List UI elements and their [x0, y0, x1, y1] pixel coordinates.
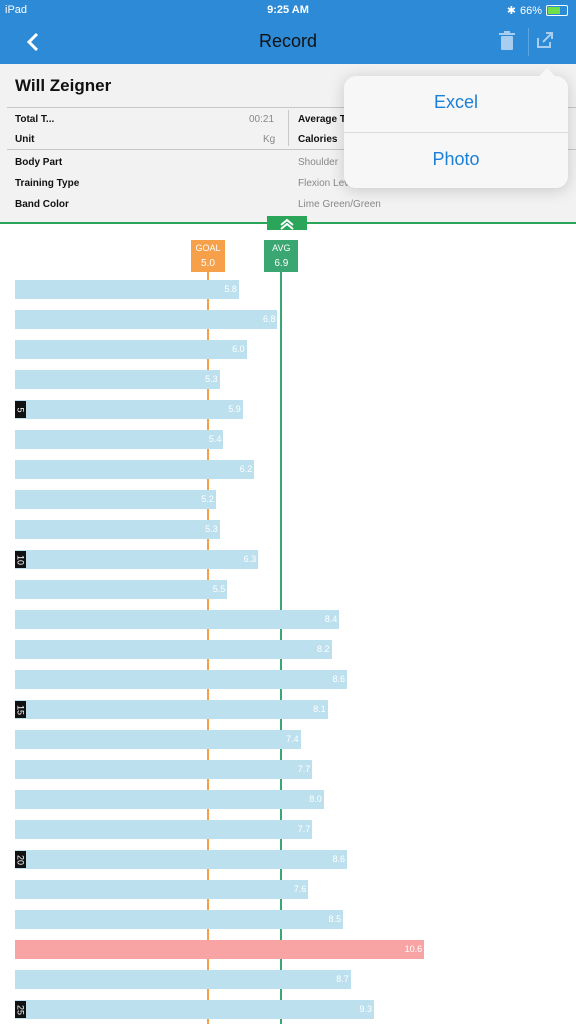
share-icon[interactable]	[535, 30, 555, 50]
bar-value-label: 7.7	[297, 824, 311, 834]
band-color-value: Lime Green/Green	[298, 199, 381, 210]
unit-value: Kg	[263, 134, 276, 145]
bar	[15, 820, 313, 839]
divider	[7, 107, 576, 108]
bar	[15, 280, 239, 299]
total-time-value: 00:21	[249, 114, 275, 125]
nav-bar: Record	[0, 20, 576, 64]
training-type-value: Flexion Lev	[298, 178, 350, 189]
bar	[15, 970, 351, 989]
bar	[15, 910, 344, 929]
bar-value-label: 8.6	[332, 674, 345, 684]
vertical-divider	[288, 110, 289, 146]
bar	[15, 520, 220, 539]
training-type-label: Training Type	[15, 178, 80, 189]
status-bar: iPad 9:25 AM ✱ 66%	[0, 0, 576, 20]
bar-value-label: 5.3	[205, 524, 218, 534]
body-part-label: Body Part	[15, 157, 63, 168]
bar	[15, 580, 228, 599]
bar-value-label: 5.5	[212, 584, 226, 594]
bar	[15, 610, 340, 629]
battery-percent: 66%	[519, 4, 542, 17]
bar-value-label: 6.0	[232, 344, 245, 354]
bar-value-label: 6.8	[262, 314, 276, 324]
popover-divider	[344, 132, 568, 133]
bar-value-label: 6.3	[243, 554, 257, 564]
divider	[7, 149, 576, 150]
bar	[15, 370, 220, 389]
bar	[15, 460, 255, 479]
bar-value-label: 7.6	[293, 884, 307, 894]
popover-arrow	[538, 68, 556, 77]
battery-icon	[546, 5, 568, 16]
bar-value-label: 8.2	[317, 644, 330, 654]
band-color-label: Band Color	[15, 199, 69, 210]
bar-value-label: 5.8	[224, 284, 237, 294]
export-popover: Excel Photo	[344, 68, 568, 188]
page-title: Record	[258, 31, 318, 51]
bar-value-label: 5.4	[208, 434, 222, 444]
bar-value-label: 6.2	[239, 464, 253, 474]
export-excel-option[interactable]: Excel	[433, 92, 478, 112]
bar	[15, 790, 324, 809]
bluetooth-icon: ✱	[506, 5, 516, 17]
body-part-value: Shoulder	[298, 157, 339, 168]
bar-value-label: 8.6	[332, 854, 345, 864]
bar-value-label: 8.5	[328, 914, 342, 924]
goal-label: GOAL	[195, 243, 221, 253]
export-photo-option[interactable]: Photo	[432, 149, 480, 169]
user-name: Will Zeigner	[15, 76, 112, 95]
bar-value-label: 8.1	[313, 704, 326, 714]
avg-label: AVG	[272, 243, 291, 253]
bar	[15, 880, 309, 899]
avg-value: 6.9	[274, 258, 289, 269]
bar-value-label: 5.2	[201, 494, 214, 504]
row-index-label: 15	[15, 701, 26, 718]
total-time-label: Total T...	[15, 114, 55, 125]
bar	[15, 850, 347, 869]
device-name: iPad	[5, 4, 28, 16]
bar-value-label: 5.9	[228, 404, 241, 414]
bar	[15, 550, 259, 569]
bar	[15, 940, 425, 959]
back-icon[interactable]	[22, 30, 46, 54]
nav-divider	[528, 28, 529, 56]
bar-value-label: 8.7	[336, 974, 349, 984]
bar-value-label: 8.4	[324, 614, 338, 624]
bar-value-label: 9.3	[359, 1004, 372, 1014]
bar	[15, 760, 313, 779]
row-index-label: 5	[15, 401, 26, 418]
bar	[15, 700, 328, 719]
bar	[15, 310, 278, 329]
goal-value: 5.0	[201, 258, 215, 269]
status-right: ✱ 66%	[507, 4, 568, 17]
bar	[15, 670, 347, 689]
row-index-label: 25	[15, 1001, 26, 1018]
bar	[15, 1000, 374, 1019]
bar-value-label: 7.4	[286, 734, 299, 744]
status-time: 9:25 AM	[267, 4, 309, 16]
avg-marker: AVG 6.9	[264, 240, 299, 272]
unit-label: Unit	[15, 134, 35, 145]
bar	[15, 490, 216, 509]
bar-value-label: 7.7	[297, 764, 311, 774]
bar	[15, 340, 247, 359]
average-label: Average T	[298, 114, 346, 125]
trash-icon[interactable]	[498, 31, 516, 51]
bar-value-label: 10.6	[404, 944, 423, 954]
collapse-handle-icon[interactable]	[267, 216, 307, 230]
goal-marker: GOAL 5.0	[191, 240, 225, 272]
row-index-label: 10	[15, 551, 26, 568]
bar-value-label: 5.3	[205, 374, 218, 384]
calories-label: Calories	[298, 134, 338, 145]
row-index-label: 20	[15, 851, 26, 868]
bar	[15, 430, 224, 449]
bar	[15, 400, 243, 419]
bar-value-label: 8.0	[309, 794, 322, 804]
bar	[15, 640, 332, 659]
bar	[15, 730, 301, 749]
